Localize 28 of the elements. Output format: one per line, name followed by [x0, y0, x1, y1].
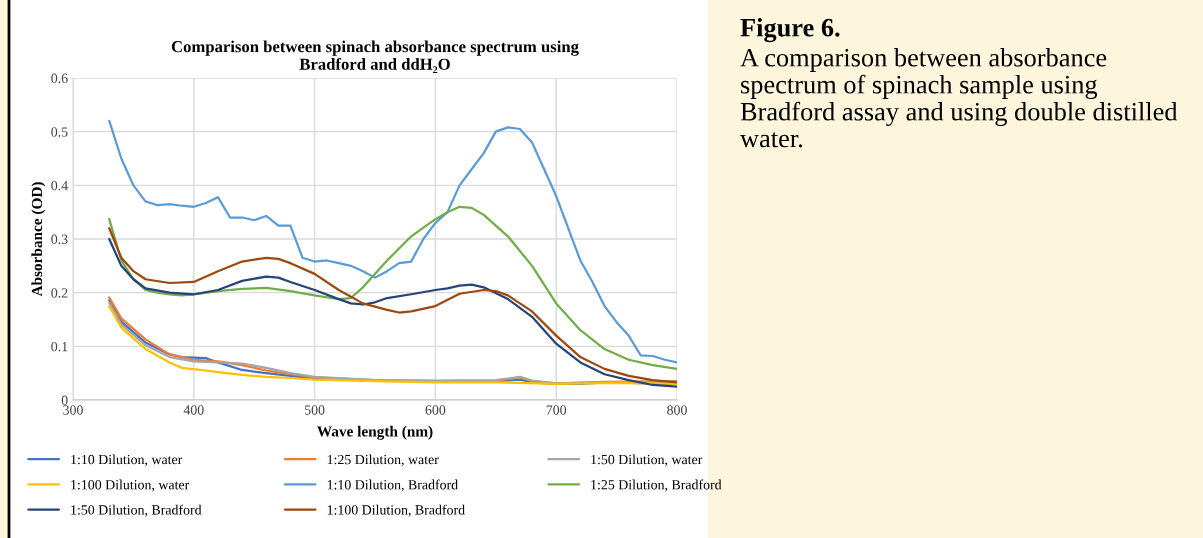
text: A comparison between absorbance spectrum of spinach sample using Bradford assay and using double distilled water.	[740, 48, 1178, 148]
y-tick-label: 0.6	[51, 73, 68, 84]
y-tick-label: 0.5	[51, 127, 68, 137]
y-tick-label: 0.3	[51, 234, 68, 245]
y-tick-label: 0.2	[51, 288, 68, 298]
y-tick-label: 0.4	[51, 180, 68, 191]
legend-label: 1:10 Dilution, water	[71, 454, 183, 467]
x-tick-label: 300	[63, 405, 83, 415]
y-tick-label: 0.1	[51, 341, 68, 352]
legend-label: 1:25 Dilution, water	[327, 454, 439, 467]
y-tick-label: 0	[61, 395, 68, 405]
legend-label: 1:100 Dilution, Bradford	[327, 504, 465, 517]
x-tick-label: 800	[667, 405, 687, 415]
x-tick-label: 500	[304, 405, 325, 415]
legend-label: 1:25 Dilution, Bradford	[591, 479, 722, 492]
legend-label: 1:50 Dilution, water	[591, 454, 703, 467]
line-series	[108, 119, 677, 364]
legend-label: 1:50 Dilution, Bradford	[71, 504, 202, 517]
legend-label: 1:100 Dilution, water	[71, 479, 190, 492]
x-tick-label: 600	[425, 405, 446, 415]
x-axis-title: Wave length (nm)	[317, 425, 433, 440]
x-tick-label: 400	[183, 405, 204, 415]
x-tick-label: 700	[546, 405, 567, 415]
line-series	[108, 205, 677, 370]
legend-label: 1:10 Dilution, Bradford	[327, 479, 458, 492]
chart-title: Comparison between spinach absorbance spectrum using Bradford and ddH₂O	[171, 40, 579, 73]
caption: Figure 6.	[740, 18, 840, 43]
y-axis-title: Absorbance (OD)	[31, 182, 46, 297]
